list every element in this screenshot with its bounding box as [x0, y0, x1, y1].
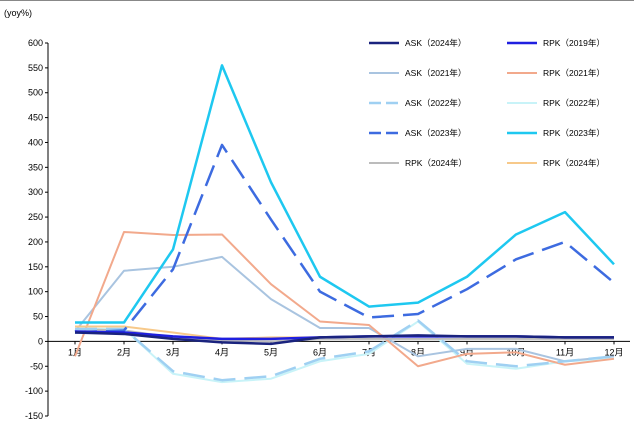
legend-item: ASK（2023年）: [369, 128, 466, 138]
y-tick-label: 600: [28, 38, 43, 48]
legend-item: RPK（2019年）: [507, 38, 605, 48]
series-lines: [74, 64, 615, 384]
y-tick-label: 350: [28, 162, 43, 172]
legend-item: RPK（2022年）: [507, 98, 605, 108]
legend-item: RPK（2024年）: [507, 158, 605, 168]
legend-label: RPK（2021年）: [543, 68, 605, 78]
x-tick-label: 11月: [556, 347, 574, 357]
y-tick-label: 300: [28, 187, 43, 197]
legend-label: ASK（2024年）: [405, 38, 466, 48]
legend: ASK（2024年） RPK（2019年） ASK（2021年） RPK（2021年）…: [369, 38, 605, 168]
y-tick-label: 400: [28, 137, 43, 147]
x-tick-label: 8月: [411, 347, 425, 357]
x-tick-label: 2月: [117, 347, 131, 357]
legend-item: RPK（2023年）: [507, 128, 605, 138]
legend-item: ASK（2022年）: [369, 98, 466, 108]
y-tick-label: 0: [38, 336, 43, 346]
series-line-0: [74, 331, 614, 346]
x-tick-label: 9月: [460, 347, 474, 357]
legend-label: RPK（2024年）: [543, 158, 605, 168]
legend-label: RPK（2024年）: [405, 158, 467, 168]
legend-label: RPK（2019年）: [543, 38, 605, 48]
y-tick-label: -50: [30, 361, 43, 371]
x-tick-label: 1月: [68, 347, 82, 357]
y-tick-label: 200: [28, 237, 43, 247]
series-line-3: [74, 230, 615, 368]
x-tick-label: 5月: [264, 347, 278, 357]
series-line-5: [75, 320, 615, 384]
legend-label: RPK（2022年）: [543, 98, 605, 108]
x-tick-label: 4月: [215, 347, 229, 357]
x-tick-label: 6月: [313, 347, 327, 357]
y-tick-label: 50: [33, 312, 43, 322]
x-tick-label: 12月: [604, 347, 623, 357]
series-line-7: [75, 64, 615, 324]
legend-label: ASK（2022年）: [405, 98, 466, 108]
y-tick-labels: 600550500450400350300250200150100500-50-…: [25, 38, 43, 421]
series-line-6: [74, 143, 615, 334]
legend-item: ASK（2021年）: [369, 68, 466, 78]
y-tick-label: -150: [25, 411, 43, 421]
series-line-4: [75, 319, 615, 382]
y-tick-label: 500: [28, 88, 43, 98]
y-tick-label: 150: [28, 262, 43, 272]
legend-label: RPK（2023年）: [543, 128, 605, 138]
y-axis-unit-label: (yoy%): [4, 8, 32, 18]
legend-label: ASK（2021年）: [405, 68, 466, 78]
legend-label: ASK（2023年）: [405, 128, 466, 138]
series-line-2: [74, 255, 615, 363]
y-tick-label: 250: [28, 212, 43, 222]
legend-item: ASK（2024年）: [369, 38, 466, 48]
y-tick-label: 450: [28, 113, 43, 123]
y-tick-label: -100: [25, 386, 43, 396]
y-tick-label: 550: [28, 63, 43, 73]
legend-item: RPK（2024年）: [369, 158, 467, 168]
y-tick-label: 100: [28, 287, 43, 297]
x-tick-label: 3月: [166, 347, 180, 357]
legend-item: RPK（2021年）: [507, 68, 605, 78]
